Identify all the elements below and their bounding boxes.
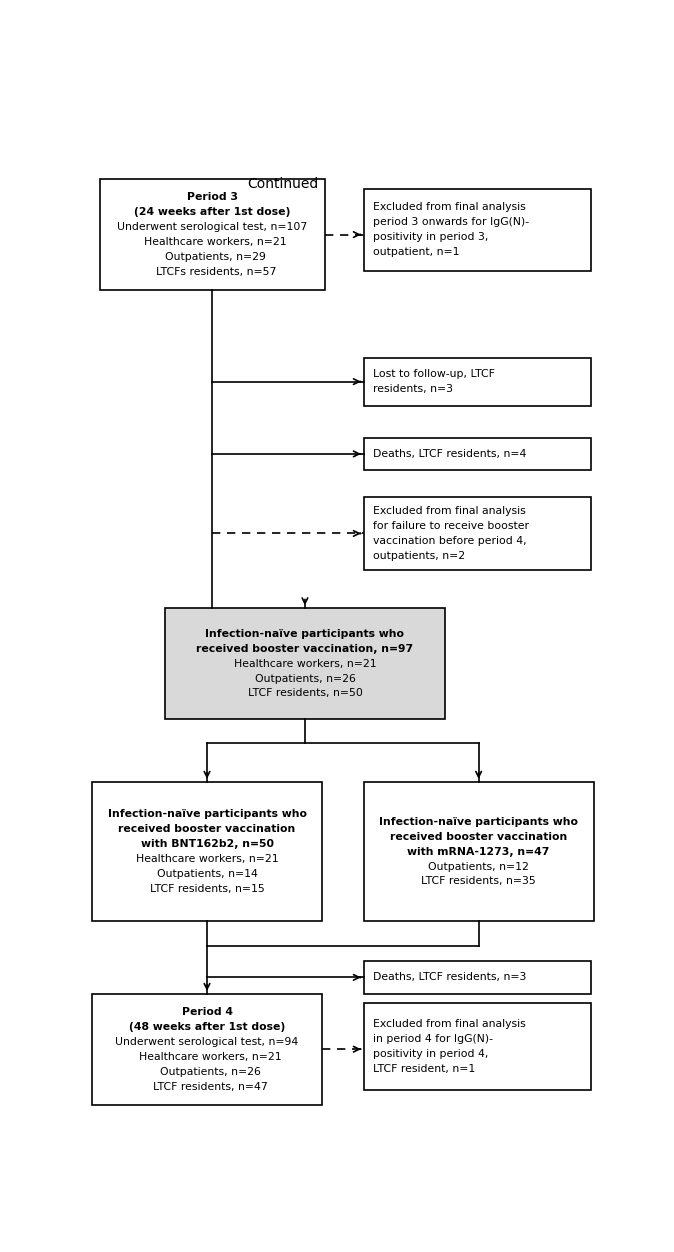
Text: Underwent serological test, n=94: Underwent serological test, n=94 — [115, 1037, 299, 1047]
Text: Healthcare workers, n=21: Healthcare workers, n=21 — [135, 854, 278, 864]
Text: Infection-naïve participants who: Infection-naïve participants who — [107, 809, 307, 819]
Text: Continued: Continued — [247, 177, 318, 192]
FancyBboxPatch shape — [364, 358, 591, 406]
Text: LTCF residents, n=35: LTCF residents, n=35 — [421, 876, 536, 886]
FancyBboxPatch shape — [364, 189, 591, 270]
Text: Healthcare workers, n=21: Healthcare workers, n=21 — [132, 1052, 282, 1062]
Text: period 3 onwards for IgG(N)-: period 3 onwards for IgG(N)- — [373, 218, 529, 228]
Text: (48 weeks after 1st dose): (48 weeks after 1st dose) — [129, 1022, 285, 1032]
Text: Infection-naïve participants who: Infection-naïve participants who — [379, 816, 578, 826]
Text: in period 4 for IgG(N)-: in period 4 for IgG(N)- — [373, 1034, 493, 1044]
FancyBboxPatch shape — [92, 994, 322, 1104]
Text: LTCF residents, n=50: LTCF residents, n=50 — [247, 689, 363, 699]
Text: vaccination before period 4,: vaccination before period 4, — [373, 536, 527, 546]
Text: (24 weeks after 1st dose): (24 weeks after 1st dose) — [134, 207, 290, 217]
FancyBboxPatch shape — [364, 1003, 591, 1090]
Text: Lost to follow-up, LTCF: Lost to follow-up, LTCF — [373, 369, 495, 379]
Text: for failure to receive booster: for failure to receive booster — [373, 521, 529, 531]
Text: Excluded from final analysis: Excluded from final analysis — [373, 203, 526, 213]
Text: Excluded from final analysis: Excluded from final analysis — [373, 1019, 526, 1029]
Text: LTCF resident, n=1: LTCF resident, n=1 — [373, 1064, 475, 1074]
Text: LTCF residents, n=15: LTCF residents, n=15 — [150, 884, 264, 894]
Text: Healthcare workers, n=21: Healthcare workers, n=21 — [137, 237, 287, 247]
Text: Outpatients, n=29: Outpatients, n=29 — [158, 252, 266, 262]
Text: Deaths, LTCF residents, n=3: Deaths, LTCF residents, n=3 — [373, 973, 526, 983]
Text: Infection-naïve participants who: Infection-naïve participants who — [206, 629, 404, 639]
Text: Outpatients, n=14: Outpatients, n=14 — [156, 869, 257, 879]
FancyBboxPatch shape — [364, 962, 591, 994]
Text: with mRNA-1273, n=47: with mRNA-1273, n=47 — [408, 846, 550, 856]
Text: received booster vaccination: received booster vaccination — [390, 831, 568, 841]
Text: LTCFs residents, n=57: LTCFs residents, n=57 — [148, 267, 276, 277]
Text: Outpatients, n=26: Outpatients, n=26 — [153, 1067, 261, 1077]
Text: Healthcare workers, n=21: Healthcare workers, n=21 — [234, 659, 376, 669]
Text: positivity in period 3,: positivity in period 3, — [373, 232, 489, 242]
Text: Period 3: Period 3 — [187, 193, 238, 203]
Text: Underwent serological test, n=107: Underwent serological test, n=107 — [117, 222, 307, 232]
Text: outpatient, n=1: outpatient, n=1 — [373, 247, 460, 257]
Text: outpatients, n=2: outpatients, n=2 — [373, 551, 465, 561]
Text: received booster vaccination: received booster vaccination — [119, 824, 296, 834]
FancyBboxPatch shape — [364, 437, 591, 471]
FancyBboxPatch shape — [92, 781, 322, 921]
Text: LTCF residents, n=47: LTCF residents, n=47 — [146, 1082, 268, 1092]
Text: received booster vaccination, n=97: received booster vaccination, n=97 — [196, 644, 414, 654]
FancyBboxPatch shape — [100, 179, 325, 290]
FancyBboxPatch shape — [364, 781, 594, 921]
Text: Outpatients, n=12: Outpatients, n=12 — [428, 861, 529, 871]
FancyBboxPatch shape — [165, 608, 445, 719]
Text: Deaths, LTCF residents, n=4: Deaths, LTCF residents, n=4 — [373, 449, 526, 459]
Text: residents, n=3: residents, n=3 — [373, 384, 453, 394]
Text: positivity in period 4,: positivity in period 4, — [373, 1049, 489, 1059]
Text: Outpatients, n=26: Outpatients, n=26 — [255, 674, 355, 684]
FancyBboxPatch shape — [364, 497, 591, 570]
Text: Period 4: Period 4 — [181, 1007, 233, 1017]
Text: with BNT162b2, n=50: with BNT162b2, n=50 — [140, 839, 274, 849]
Text: Excluded from final analysis: Excluded from final analysis — [373, 506, 526, 516]
